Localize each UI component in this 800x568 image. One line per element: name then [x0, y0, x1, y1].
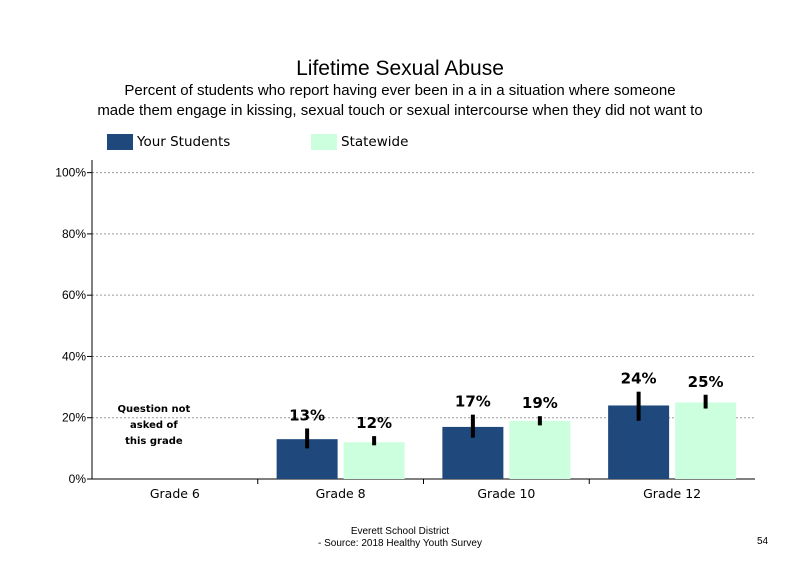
legend-swatch-your-students — [107, 134, 133, 150]
legend-swatch-statewide — [311, 134, 337, 150]
data-label: 13% — [289, 406, 325, 424]
y-tick-label: 100% — [55, 166, 86, 180]
footer-source: - Source: 2018 Healthy Youth Survey — [318, 538, 482, 549]
y-tick-label: 80% — [62, 227, 86, 241]
x-tick-label: Grade 8 — [316, 486, 366, 501]
y-tick-label: 20% — [62, 411, 86, 425]
legend-label-statewide: Statewide — [341, 134, 409, 150]
bar-statewide — [509, 420, 571, 479]
annotation-text: asked of — [130, 420, 178, 431]
subtitle-line-1: Percent of students who report having ev… — [124, 82, 676, 99]
y-tick-label: 0% — [69, 472, 87, 486]
x-tick-label: Grade 10 — [477, 486, 535, 501]
y-tick-label: 60% — [62, 288, 86, 302]
data-label: 17% — [455, 393, 491, 411]
bar-statewide — [343, 442, 405, 479]
data-label: 25% — [688, 373, 724, 391]
chart-title: Lifetime Sexual Abuse — [296, 57, 504, 80]
data-label: 19% — [522, 394, 558, 412]
footer-district: Everett School District — [350, 526, 450, 537]
legend-item-your-students: Your Students — [107, 133, 230, 151]
annotation-text: this grade — [125, 436, 183, 447]
data-label: 12% — [356, 414, 392, 432]
y-tick-label: 40% — [62, 349, 86, 363]
legend-item-statewide: Statewide — [311, 133, 408, 151]
annotation-text: Question not — [117, 404, 190, 415]
footer: Everett School District - Source: 2018 H… — [0, 526, 800, 550]
subtitle-line-2: made them engage in kissing, sexual touc… — [97, 102, 703, 119]
x-tick-label: Grade 6 — [150, 486, 200, 501]
chart-subtitle: Percent of students who report having ev… — [40, 81, 760, 121]
legend-label-your-students: Your Students — [137, 134, 231, 150]
page-number: 54 — [757, 536, 769, 547]
x-tick-label: Grade 12 — [643, 486, 701, 501]
data-label: 24% — [621, 370, 657, 388]
bar-statewide — [675, 402, 737, 479]
